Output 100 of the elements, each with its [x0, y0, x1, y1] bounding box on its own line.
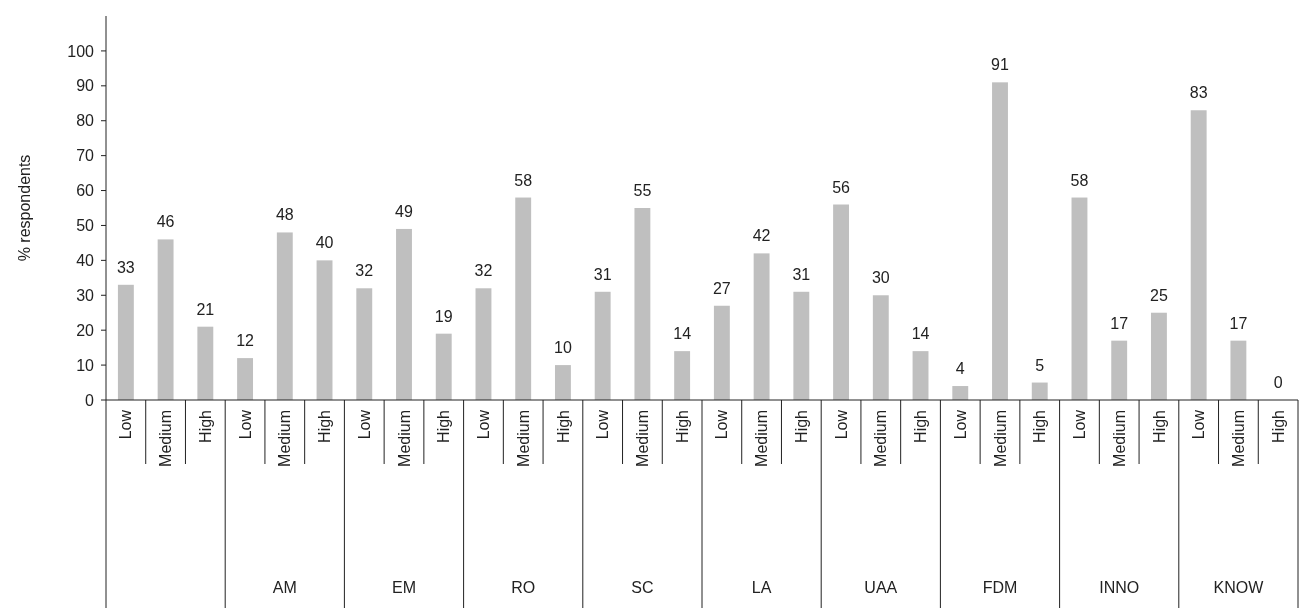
data-label: 5	[1035, 356, 1045, 374]
data-label: 55	[633, 182, 652, 199]
bar	[674, 351, 691, 400]
x-tick-label: Low	[1190, 409, 1208, 440]
data-label: 21	[196, 300, 215, 318]
data-label: 91	[991, 56, 1009, 74]
data-label: 46	[156, 213, 175, 231]
x-tick-label: Medium	[872, 410, 890, 467]
bar	[117, 284, 134, 400]
text: RO	[511, 579, 536, 596]
bar	[356, 288, 373, 400]
bar	[952, 386, 969, 400]
data-label: 32	[355, 262, 374, 280]
x-tick-label: Medium	[276, 410, 294, 467]
data-label: 49	[395, 202, 413, 220]
x-tick-label: High	[792, 410, 810, 443]
bar	[1111, 340, 1128, 400]
text: FDM	[982, 579, 1018, 596]
bar	[515, 197, 532, 400]
bar	[872, 295, 889, 400]
bar	[554, 365, 571, 400]
bar	[713, 305, 730, 400]
y-tick-label: 40	[76, 251, 95, 269]
text: SC	[631, 579, 654, 596]
x-tick-label: High	[1269, 410, 1287, 443]
text: UAA	[864, 579, 898, 596]
y-tick-label: 60	[76, 182, 95, 200]
bar	[435, 333, 452, 400]
data-label: 4	[955, 360, 965, 378]
x-tick-label: Low	[475, 409, 493, 440]
x-tick-label: Medium	[634, 410, 651, 467]
x-tick-label: High	[196, 410, 214, 443]
data-label: 58	[1070, 171, 1089, 189]
text: INNO	[1099, 579, 1140, 596]
data-label: 31	[593, 265, 612, 283]
x-tick-label: Medium	[157, 410, 175, 467]
bar	[396, 228, 412, 400]
x-tick-label: Medium	[1230, 410, 1247, 467]
x-tick-label: Low	[594, 409, 612, 440]
y-tick-label: 50	[76, 217, 95, 235]
bar	[753, 253, 770, 400]
bar	[912, 351, 929, 400]
y-tick-label: 70	[76, 147, 95, 165]
data-label: 14	[673, 325, 692, 343]
data-label: 12	[236, 332, 255, 350]
bar	[1031, 382, 1048, 400]
bar	[833, 204, 850, 400]
x-tick-label: Medium	[991, 410, 1009, 467]
bar	[237, 358, 254, 400]
bar	[793, 291, 810, 400]
data-label: 42	[752, 227, 771, 245]
data-label: 27	[712, 279, 731, 297]
bar	[1190, 110, 1207, 400]
data-label: 14	[911, 325, 930, 343]
x-tick-label: High	[1031, 410, 1049, 443]
y-tick-label: 80	[76, 112, 95, 130]
bar	[1071, 197, 1088, 400]
x-tick-label: Low	[951, 409, 969, 440]
data-label: 83	[1189, 84, 1208, 102]
x-tick-label: Low	[236, 409, 254, 440]
x-tick-label: Low	[355, 409, 373, 440]
y-tick-label: 100	[67, 42, 95, 60]
x-tick-label: Medium	[753, 410, 771, 467]
x-tick-label: Medium	[514, 410, 532, 467]
data-label: 58	[514, 171, 533, 189]
data-label: 17	[1110, 314, 1129, 332]
bar	[992, 82, 1008, 400]
text: AM	[272, 579, 297, 596]
data-label: 10	[554, 339, 572, 357]
text: KNOW	[1213, 579, 1265, 596]
bar	[1150, 312, 1167, 400]
data-label: 56	[832, 178, 851, 196]
x-tick-label: High	[435, 410, 453, 443]
x-tick-label: Low	[1071, 409, 1089, 440]
x-tick-label: High	[1150, 410, 1168, 443]
x-tick-label: Low	[713, 409, 731, 440]
x-tick-label: High	[912, 410, 930, 443]
x-tick-label: High	[316, 410, 334, 443]
text: LA	[751, 579, 772, 596]
data-label: 17	[1229, 314, 1248, 332]
y-tick-label: 10	[76, 356, 95, 374]
data-label: 33	[116, 258, 135, 276]
data-label: 40	[315, 234, 334, 252]
bar	[1230, 340, 1247, 400]
data-label: 0	[1273, 374, 1283, 391]
data-label: 30	[871, 269, 890, 287]
bar	[276, 232, 293, 400]
data-label: 32	[474, 262, 493, 280]
bar	[316, 260, 333, 400]
y-tick-label: 90	[76, 77, 95, 95]
x-tick-label: High	[554, 410, 572, 443]
data-label: 19	[434, 307, 453, 325]
bar	[634, 208, 651, 400]
y-tick-label: 0	[85, 391, 95, 409]
x-tick-label: Medium	[1110, 410, 1128, 467]
bar	[594, 291, 611, 400]
x-tick-label: Low	[117, 409, 135, 440]
y-tick-label: 20	[76, 321, 95, 339]
y-tick-label: 30	[76, 286, 95, 304]
x-tick-label: Medium	[395, 410, 413, 467]
